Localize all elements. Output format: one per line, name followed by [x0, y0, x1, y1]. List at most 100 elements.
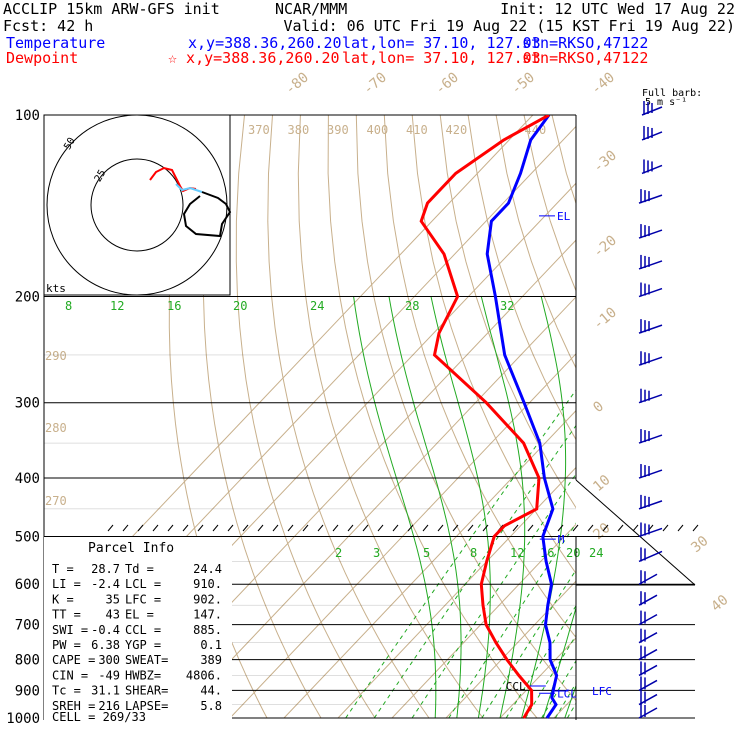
hodograph-units: kts [46, 282, 66, 295]
isotherm-label: -60 [432, 70, 462, 99]
theta-label: 400 [367, 123, 389, 137]
parcel-value: 0.1 [200, 638, 222, 652]
dry-adiabat-line [692, 115, 740, 718]
parcel-value: 902. [193, 592, 222, 606]
temperature-legend-label: Temperature [6, 34, 105, 52]
dewpoint-legend-label: Dewpoint [6, 49, 78, 67]
wind-barb [641, 159, 663, 175]
parcel-info-panel: Parcel Info T = 28.7 Td = 24.4 LI = -2.4 LCL =… [44, 537, 232, 724]
barb-legend-units: 5 m s⁻¹ [645, 97, 687, 108]
theta-label: 290 [45, 349, 67, 363]
parcel-label: LI = [52, 577, 81, 591]
temperature-station: stn=RKSO,47122 [522, 34, 648, 52]
hatch-mark [137, 524, 144, 532]
wind-barb [638, 254, 663, 270]
hatch-mark [452, 524, 459, 532]
pressure-tick-label: 600 [15, 577, 40, 593]
mixing-ratio-line [541, 659, 576, 719]
level-label-el: EL [557, 210, 571, 223]
wind-barb [638, 591, 658, 606]
hatch-mark [257, 524, 264, 532]
dry-adiabat-line [383, 115, 576, 639]
mixing-ratio-line [505, 604, 576, 719]
wind-barb [638, 351, 663, 366]
hatch-mark [677, 524, 684, 532]
parcel-value: -0.4 [91, 623, 120, 637]
level-label-lfc: LFC [592, 685, 612, 698]
parcel-value: 28.7 [91, 562, 120, 576]
parcel-info-box [44, 537, 232, 720]
wind-barb [638, 676, 658, 692]
hodograph: 50 25 kts [43, 114, 232, 296]
temperature-latlon: lat,lon= 37.10, 127.03 [342, 34, 541, 52]
institution-label: NCAR/MMM [275, 0, 347, 18]
valid-time: Valid: 06 UTC Fri 19 Aug 22 (15 KST Fri … [283, 17, 735, 35]
parcel-label: LAPSE= [125, 699, 168, 713]
mixing-ratio-label-lower: 16 [540, 546, 554, 560]
isotherm-line [445, 580, 576, 719]
hatch-mark [692, 524, 699, 532]
hatch-mark [392, 524, 399, 532]
dry-adiabat-line [636, 115, 740, 718]
wind-barb [638, 429, 663, 444]
isotherm-label: 20 [590, 520, 613, 543]
mixing-ratio-line [448, 522, 576, 719]
hodograph-trace-mid [175, 183, 203, 193]
parcel-label: CCL = [125, 623, 161, 637]
hatch-mark [332, 524, 339, 532]
hatch-mark [182, 524, 189, 532]
hatch-mark [167, 524, 174, 532]
mixing-ratio-label-lower: 2 [335, 546, 342, 560]
isotherm-label: -70 [360, 70, 390, 99]
hatch-mark [527, 524, 534, 532]
theta-label: 370 [248, 123, 270, 137]
wind-barb [638, 464, 663, 479]
isotherm-line [608, 115, 740, 718]
parcel-value: 216 [98, 699, 120, 713]
parcel-value: 885. [193, 623, 222, 637]
mixing-ratio-label: 16 [167, 299, 181, 313]
hatch-mark [512, 524, 519, 532]
wind-barb [638, 610, 658, 626]
pressure-tick-label: 100 [15, 108, 40, 124]
theta-label: 390 [327, 123, 349, 137]
parcel-label: Tc = [52, 684, 81, 698]
hatch-mark [317, 524, 324, 532]
parcel-label: LFC = [125, 592, 161, 606]
mixing-ratio-label: 24 [310, 299, 324, 313]
mixing-ratio-label: 28 [405, 299, 419, 313]
hodograph-frame [43, 114, 231, 296]
background-lines: -80 -70 -60 -50 -40 -30 -20 -10 0 10 20 30 40 370 380 3… [44, 70, 740, 719]
parcel-value: 44. [200, 684, 222, 698]
wind-barb [638, 189, 663, 204]
hatch-mark [572, 524, 579, 532]
pressure-tick-label: 900 [15, 683, 40, 699]
parcel-value: 5.8 [200, 699, 222, 713]
dewpoint-latlon: lat,lon= 37.10, 127.03 [342, 49, 541, 67]
isotherm-line [553, 694, 576, 719]
dry-adiabat-line [467, 115, 576, 441]
parcel-label: PW = [52, 638, 81, 652]
parcel-label: TT = [52, 608, 81, 622]
moist-adiabat-line [353, 296, 437, 719]
parcel-label: CIN = [52, 668, 88, 682]
hatch-mark [362, 524, 369, 532]
hatch-mark [302, 524, 309, 532]
mixing-ratio-label: 20 [233, 299, 247, 313]
parcel-label: T = [52, 562, 74, 576]
model-title: ACCLIP 15km ARW-GFS init [3, 0, 220, 18]
hatch-mark [377, 524, 384, 532]
parcel-label: YGP = [125, 638, 161, 652]
dry-adiabat-line [523, 115, 576, 293]
pressure-tick-label: 300 [15, 396, 40, 412]
hatch-mark [437, 524, 444, 532]
mixing-ratio-line [525, 634, 576, 719]
temperature-profile [485, 115, 559, 719]
forecast-hour: Fcst: 42 h [3, 17, 93, 35]
dry-adiabat-line [267, 115, 430, 719]
hatch-mark [152, 524, 159, 532]
isotherm-line [229, 353, 576, 719]
pressure-tick-label: 1000 [6, 711, 40, 727]
mixing-ratio-label-lower: 8 [470, 546, 477, 560]
wind-barb [638, 628, 658, 644]
